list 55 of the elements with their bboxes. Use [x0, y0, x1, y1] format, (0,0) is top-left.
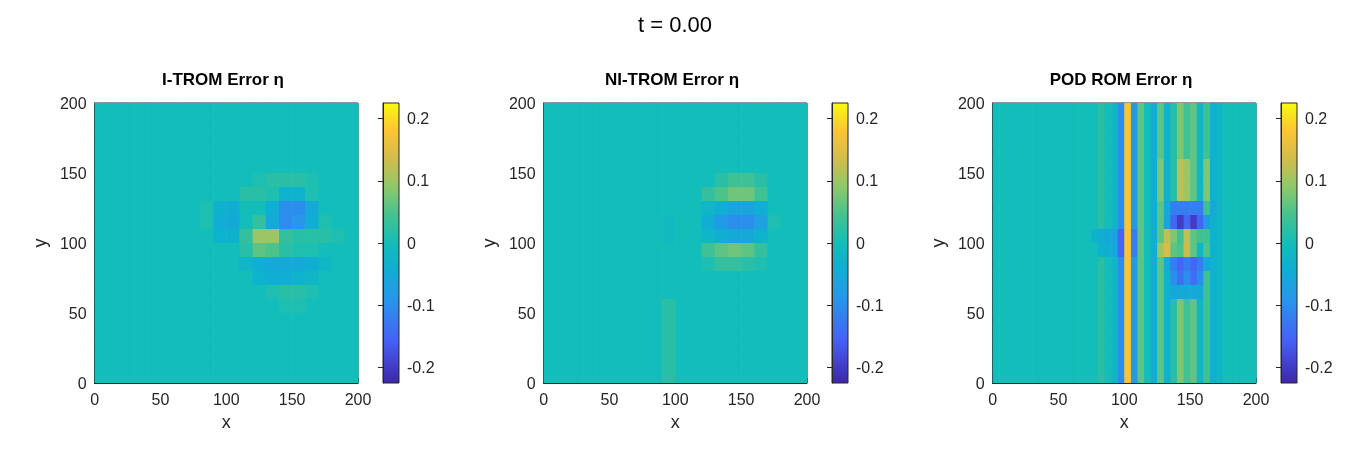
y-axis-title: y — [30, 238, 50, 248]
chart-title: NI-TROM Error η — [604, 70, 740, 89]
y-tick-label: 100 — [957, 234, 985, 252]
y-tick-label: 100 — [508, 234, 536, 252]
x-tick-label: 200 — [344, 390, 372, 408]
x-axis-title: x — [670, 412, 680, 432]
y-axis-title: y — [479, 238, 499, 248]
color-bar-label: -0.1 — [407, 296, 435, 314]
x-tick-label: 50 — [151, 390, 170, 408]
x-tick-label: 50 — [1049, 390, 1068, 408]
x-tick-label: 150 — [1176, 390, 1204, 408]
x-tick-label: 0 — [90, 390, 100, 408]
color-bar-label: 0.2 — [407, 110, 430, 128]
x-tick-label: 0 — [539, 390, 549, 408]
color-bar-label: 0 — [407, 234, 416, 252]
x-tick-label: 150 — [727, 390, 755, 408]
chart-title: POD ROM Error η — [1049, 70, 1193, 89]
x-tick-label: 50 — [600, 390, 619, 408]
y-tick-label: 200 — [59, 94, 87, 112]
x-tick-label: 100 — [1110, 390, 1138, 408]
text: t = 0.00 — [637, 12, 713, 38]
y-tick-label: 200 — [957, 94, 985, 112]
color-bar-label: -0.2 — [1305, 358, 1333, 376]
color-bar-label: 0.2 — [856, 110, 879, 128]
y-tick-label: 150 — [508, 164, 536, 182]
y-tick-label: 0 — [975, 374, 985, 392]
y-tick-label: 200 — [508, 94, 536, 112]
color-bar-label: -0.1 — [856, 296, 884, 314]
color-bar-label: 0.2 — [1305, 110, 1328, 128]
color-bar-label: -0.1 — [1305, 296, 1333, 314]
x-tick-label: 200 — [1242, 390, 1270, 408]
color-bar-label: -0.2 — [856, 358, 884, 376]
x-axis-title: x — [1119, 412, 1129, 432]
x-tick-label: 150 — [278, 390, 306, 408]
color-bar-label: 0 — [856, 234, 865, 252]
y-tick-label: 150 — [957, 164, 985, 182]
chart-title: I-TROM Error η — [162, 70, 284, 89]
x-tick-label: 0 — [988, 390, 998, 408]
y-tick-label: 0 — [77, 374, 87, 392]
color-bar-label: 0 — [1305, 234, 1314, 252]
color-bar-label: 0.1 — [407, 172, 430, 190]
x-axis-title: x — [221, 412, 231, 432]
y-tick-label: 0 — [526, 374, 536, 392]
y-tick-label: 100 — [59, 234, 87, 252]
color-bar-label: -0.2 — [407, 358, 435, 376]
y-axis-title: y — [928, 238, 948, 248]
x-tick-label: 200 — [793, 390, 821, 408]
x-tick-label: 100 — [661, 390, 689, 408]
y-tick-label: 150 — [59, 164, 87, 182]
y-tick-label: 50 — [517, 304, 536, 322]
color-bar-label: 0.1 — [1305, 172, 1328, 190]
color-bar-label: 0.1 — [856, 172, 879, 190]
x-tick-label: 100 — [212, 390, 240, 408]
y-tick-label: 50 — [68, 304, 87, 322]
y-tick-label: 50 — [966, 304, 985, 322]
